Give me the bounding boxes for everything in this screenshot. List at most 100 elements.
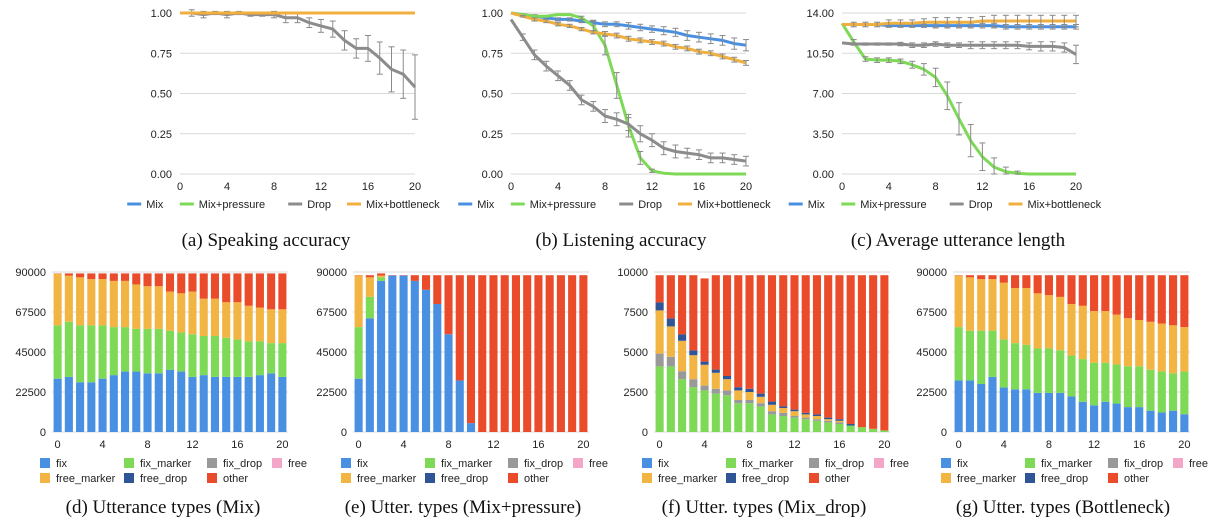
bar-segment-other bbox=[132, 273, 141, 285]
legend-swatch bbox=[508, 458, 518, 468]
x-tick-label: 8 bbox=[1046, 439, 1052, 451]
y-tick-label: 10000 bbox=[617, 267, 648, 279]
x-tick-label: 0 bbox=[356, 439, 362, 451]
bar-segment-fix_marker bbox=[1157, 371, 1166, 413]
bar-segment-other bbox=[109, 273, 118, 281]
bar-segment-fix_marker bbox=[1123, 366, 1132, 408]
bar-segment-free_marker bbox=[678, 340, 687, 372]
legend-label: fix bbox=[357, 458, 369, 470]
bar-segment-other bbox=[999, 275, 1008, 283]
x-tick-label: 16 bbox=[833, 439, 845, 451]
caption-f: (f) Utter. types (Mix_drop) bbox=[661, 497, 867, 518]
bar-segment-other bbox=[154, 273, 163, 287]
bar-segment-free_marker bbox=[666, 326, 675, 357]
bar-segment-other bbox=[824, 275, 833, 418]
legend-label: other bbox=[825, 473, 850, 485]
bar-segment-other bbox=[244, 273, 253, 306]
x-tick-label: 0 bbox=[956, 439, 962, 451]
x-tick-label: 4 bbox=[1001, 439, 1007, 451]
bar-segment-fix bbox=[244, 376, 253, 432]
bar-segment-free_marker bbox=[267, 309, 276, 344]
bar-segment-fix_marker bbox=[222, 337, 231, 377]
bar-segment-free_marker bbox=[1056, 296, 1065, 351]
y-tick-label: 7.00 bbox=[813, 89, 834, 101]
legend-swatch bbox=[1025, 473, 1035, 483]
x-tick-label: 12 bbox=[186, 439, 198, 451]
x-tick-label: 16 bbox=[362, 181, 374, 193]
bar-segment-fix bbox=[999, 387, 1008, 432]
chart-a: 0.00 0.25 0.50 0.75 1.00 0 4 8 12 16 20 Mix Mix+pres… bbox=[127, 8, 440, 211]
bar-segment-fix_marker bbox=[1033, 348, 1042, 393]
legend-label: fix_marker bbox=[742, 458, 794, 470]
bar-segment-free_marker bbox=[354, 275, 363, 328]
bar-segment-free_marker bbox=[700, 364, 709, 386]
y-tick-label: 0.50 bbox=[151, 89, 172, 101]
bar-segment-free_drop bbox=[655, 302, 664, 311]
bar-segment-fix_drop bbox=[700, 385, 709, 391]
bar-segment-other bbox=[556, 275, 565, 432]
bar-segment-other bbox=[579, 275, 588, 432]
bar-segment-fix_marker bbox=[767, 414, 777, 432]
bar-segment-other bbox=[165, 273, 175, 292]
legend-swatch bbox=[425, 473, 435, 483]
bar-segment-fix_marker bbox=[210, 336, 219, 377]
legend-label: fix bbox=[56, 458, 68, 470]
bar-segment-fix_marker bbox=[779, 416, 788, 432]
bar-segment-fix bbox=[1169, 410, 1178, 432]
bar-segment-free_marker bbox=[1123, 318, 1132, 367]
bar-segment-free_marker bbox=[824, 419, 833, 421]
bar-segment-other bbox=[188, 273, 197, 292]
x-tick-label: 20 bbox=[577, 439, 589, 451]
bar-segment-fix bbox=[365, 318, 374, 432]
x-tick-label: 8 bbox=[746, 439, 752, 451]
bar-segment-free_marker bbox=[1180, 327, 1189, 372]
legend-label: free_marker bbox=[957, 473, 1017, 485]
legend-label: free_marker bbox=[658, 473, 718, 485]
bar-segment-free_drop bbox=[745, 388, 754, 392]
bar-segment-other bbox=[222, 273, 231, 303]
legend-swatch bbox=[508, 473, 518, 483]
bar-segment-fix bbox=[388, 275, 397, 432]
bar-segment-fix bbox=[278, 376, 287, 432]
x-tick-label: 8 bbox=[445, 439, 451, 451]
bar-segment-fix_marker bbox=[87, 325, 96, 383]
legend-swatch bbox=[573, 458, 583, 468]
bar-segment-free_marker bbox=[278, 309, 287, 344]
bar-segment-fix bbox=[109, 375, 118, 432]
bar-segment-fix_marker bbox=[756, 406, 765, 432]
legend-label: Drop bbox=[969, 199, 993, 211]
legend-label: Mix+bottleneck bbox=[697, 199, 771, 211]
bar-segment-other bbox=[965, 275, 974, 278]
y-tick-label: 45000 bbox=[316, 347, 347, 359]
bar-segment-fix bbox=[64, 376, 73, 432]
y-tick-label: 0.00 bbox=[151, 169, 172, 181]
bar-segment-free_marker bbox=[1022, 288, 1031, 345]
bar-segment-fix_drop bbox=[779, 412, 788, 416]
bar-segment-free_drop bbox=[767, 401, 777, 405]
bar-segment-free_drop bbox=[700, 361, 709, 365]
legend-label: free bbox=[890, 458, 909, 470]
bar-segment-free_marker bbox=[233, 302, 242, 340]
x-tick-label: 0 bbox=[55, 439, 61, 451]
bar-segment-other bbox=[444, 275, 453, 335]
bar-segment-free_marker bbox=[1067, 304, 1076, 356]
x-tick-label: 8 bbox=[144, 439, 150, 451]
bar-segment-free_marker bbox=[745, 392, 754, 400]
bar-segment-other bbox=[846, 275, 855, 424]
x-tick-label: 20 bbox=[1178, 439, 1190, 451]
bar-segment-other bbox=[422, 275, 431, 290]
x-tick-label: 12 bbox=[1088, 439, 1100, 451]
legend-label: Mix+bottleneck bbox=[366, 199, 440, 211]
bar-segment-fix_marker bbox=[1135, 366, 1144, 408]
legend-label: fix_marker bbox=[1041, 458, 1093, 470]
chart-c: 0.00 3.50 7.00 10.50 14.00 0 4 8 12 16 20 Mix Mix+pr… bbox=[788, 8, 1102, 211]
bar-segment-other bbox=[143, 273, 152, 287]
bar-segment-free_marker bbox=[1157, 323, 1166, 372]
bar-segment-other bbox=[534, 275, 543, 432]
bar-segment-other bbox=[835, 275, 844, 420]
bar-segment-fix bbox=[1033, 392, 1042, 432]
bar-segment-free_marker bbox=[210, 298, 219, 336]
bar-segment-free_marker bbox=[767, 404, 777, 412]
bar-segment-free_marker bbox=[965, 277, 974, 331]
y-tick-label: 67500 bbox=[916, 307, 947, 319]
